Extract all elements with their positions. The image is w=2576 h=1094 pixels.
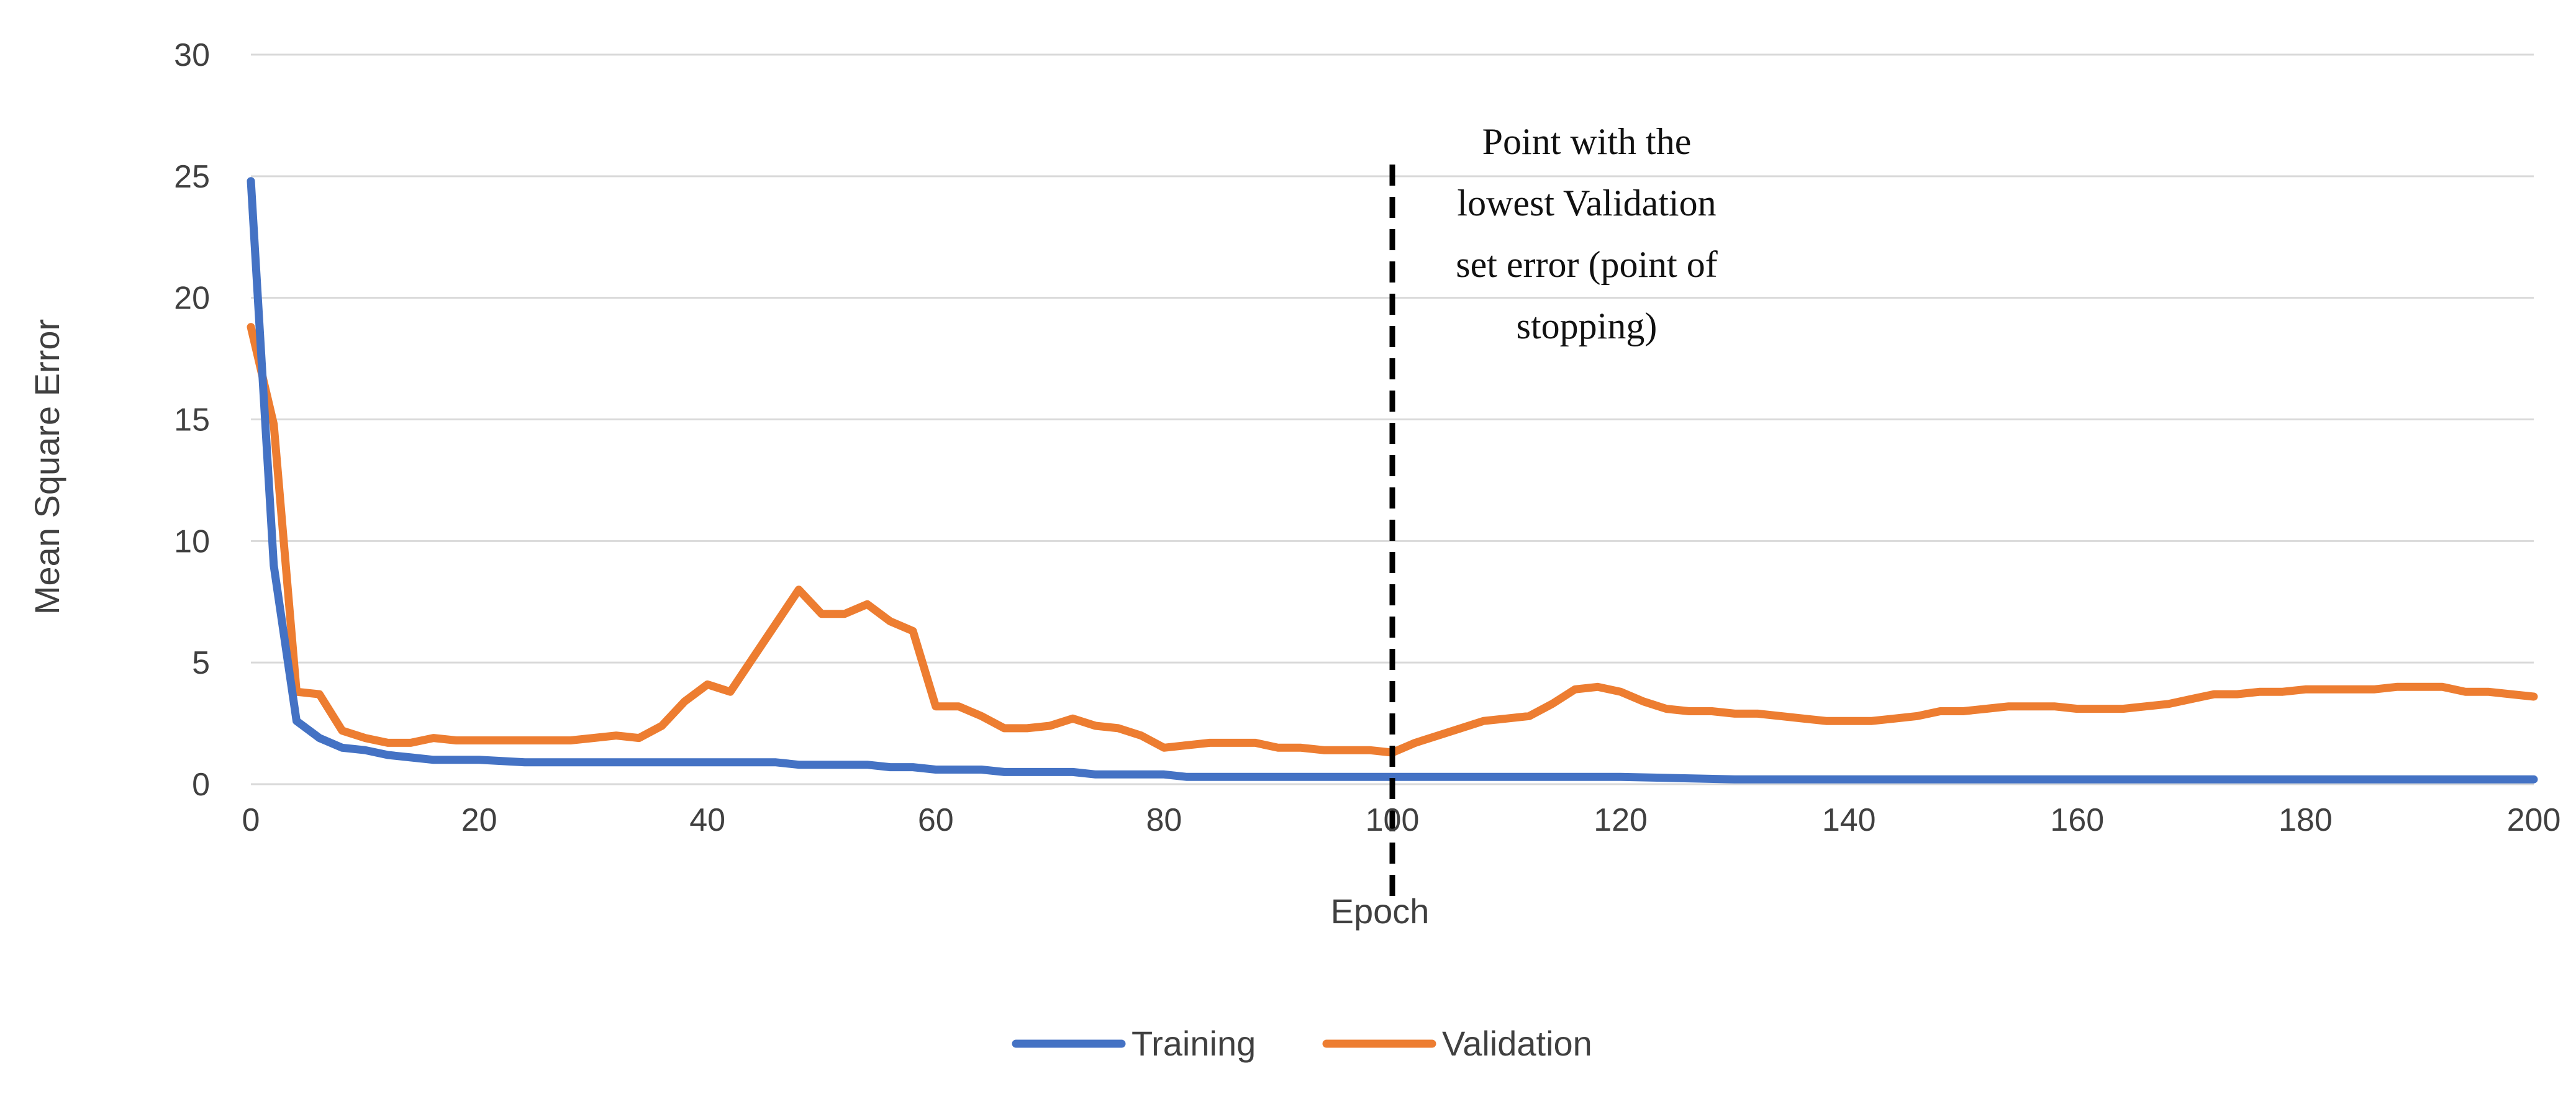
- x-tick-label: 100: [1366, 802, 1420, 838]
- y-tick-labels: 0 5 10 15 20 25 30: [174, 37, 210, 803]
- y-tick-label: 30: [174, 37, 210, 73]
- y-tick-label: 25: [174, 159, 210, 195]
- annotation-text-line: lowest Validation: [1457, 183, 1716, 224]
- x-tick-label: 0: [242, 802, 260, 838]
- x-tick-label: 60: [918, 802, 954, 838]
- annotation-text-line: set error (point of: [1456, 244, 1718, 285]
- annotation-text-line: stopping): [1517, 305, 1658, 346]
- x-tick-label: 160: [2050, 802, 2104, 838]
- y-tick-label: 0: [192, 767, 210, 803]
- x-tick-label: 140: [1822, 802, 1876, 838]
- legend: Training Validation: [1012, 1024, 1592, 1063]
- stopping-point-annotation: Point with the lowest Validation set error…: [1389, 121, 1718, 899]
- x-tick-labels: 0 20 40 60 80 100 120 140 160 180 200: [242, 802, 2561, 838]
- x-tick-label: 40: [689, 802, 725, 838]
- legend-label-training: Training: [1132, 1024, 1256, 1063]
- x-tick-label: 80: [1146, 802, 1182, 838]
- legend-label-validation: Validation: [1442, 1024, 1592, 1063]
- y-tick-label: 20: [174, 281, 210, 317]
- series-line-training: [247, 177, 2538, 784]
- y-tick-label: 15: [174, 402, 210, 438]
- x-tick-label: 200: [2507, 802, 2561, 838]
- annotation-text-line: Point with the: [1482, 121, 1692, 162]
- x-tick-label: 120: [1594, 802, 1648, 838]
- x-tick-label: 180: [2279, 802, 2333, 838]
- y-tick-label: 5: [192, 645, 210, 681]
- x-tick-label: 20: [461, 802, 497, 838]
- x-axis-title: Epoch: [1331, 892, 1430, 931]
- y-tick-label: 10: [174, 523, 210, 559]
- y-axis-title: Mean Square Error: [27, 319, 66, 615]
